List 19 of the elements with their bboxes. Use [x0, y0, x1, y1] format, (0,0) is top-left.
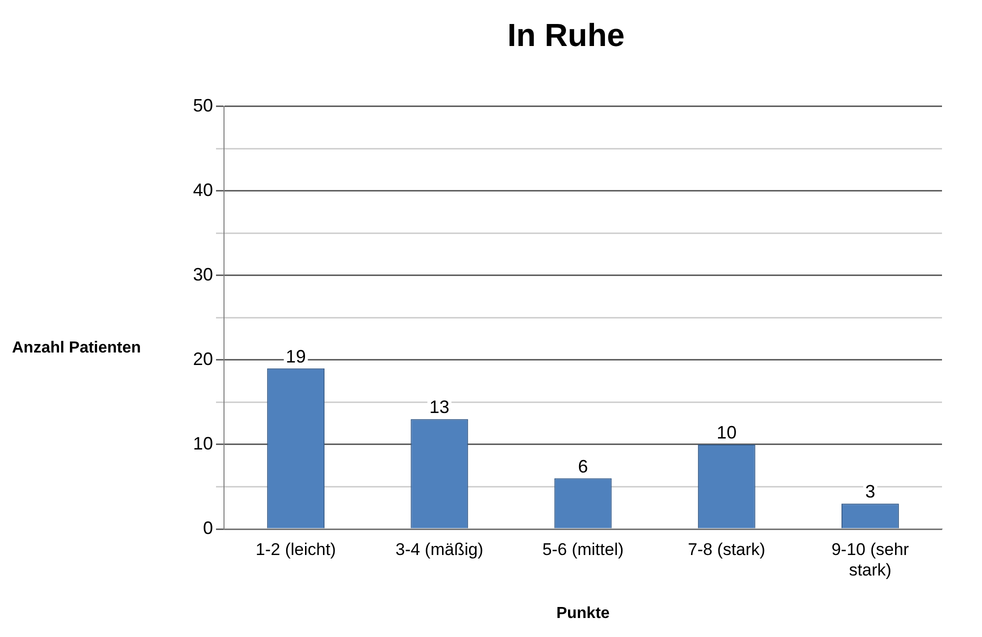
x-tick-label: 3-4 (mäßig): [395, 540, 484, 559]
y-tick-label: 10: [192, 433, 214, 454]
data-label: 13: [429, 397, 450, 418]
x-tick-label: 5-6 (mittel): [542, 540, 624, 559]
y-tick-label: 20: [192, 348, 214, 369]
data-label: 6: [578, 456, 588, 476]
y-tick-label: 0: [203, 518, 214, 538]
x-axis-title: Punkte: [556, 604, 610, 622]
x-tick-label: 9-10 (sehr stark): [831, 540, 910, 580]
y-tick-label: 30: [192, 264, 214, 284]
data-label: 19: [286, 346, 306, 366]
data-label: 3: [865, 482, 876, 502]
y-axis-title: Anzahl Patienten: [12, 339, 141, 356]
chart-title: In Ruhe: [507, 17, 625, 54]
x-tick-label: 7-8 (stark): [688, 540, 766, 559]
data-label: 10: [716, 422, 737, 442]
x-tick-label: 1-2 (leicht): [256, 540, 336, 559]
y-tick-label: 40: [192, 180, 214, 200]
y-tick-label: 50: [192, 95, 214, 116]
